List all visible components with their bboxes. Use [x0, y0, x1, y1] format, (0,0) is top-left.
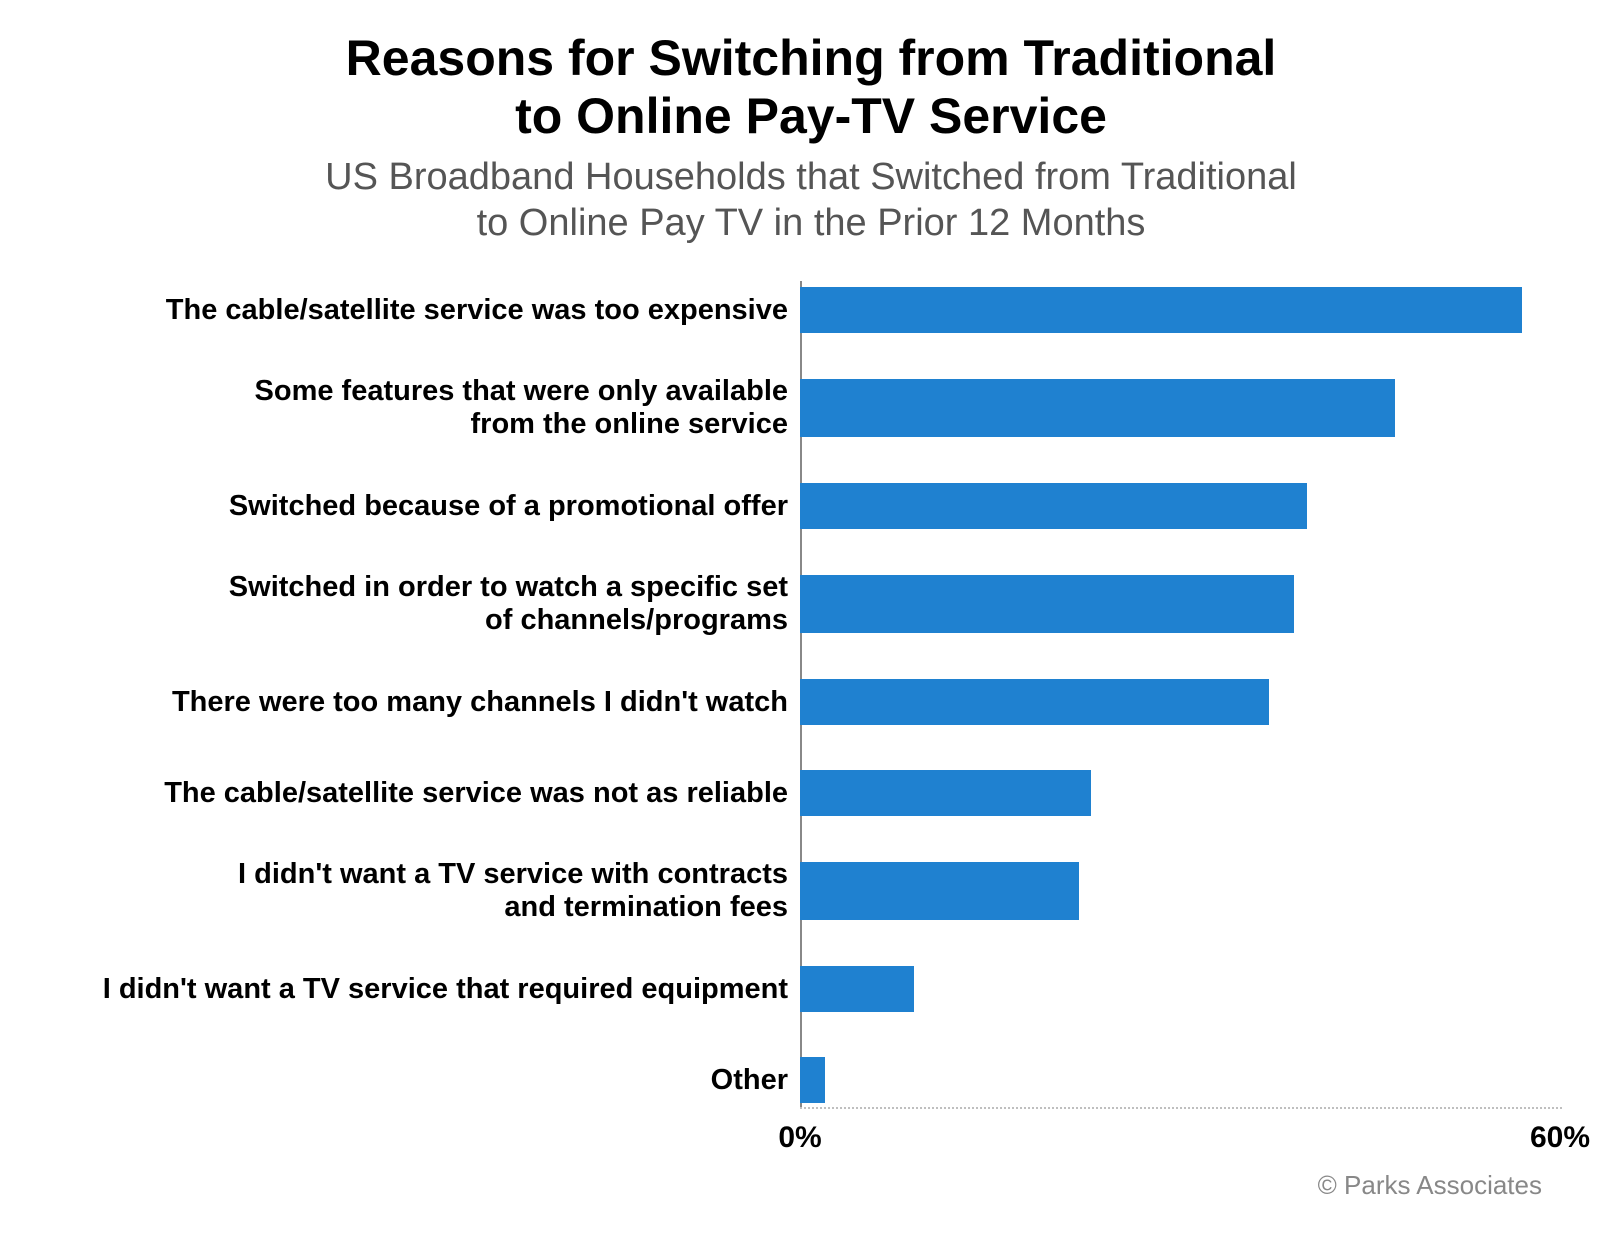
bar-row	[800, 1057, 825, 1103]
bar-row	[800, 679, 1269, 725]
category-label: Switched because of a promotional offer	[60, 477, 800, 535]
category-label-text: Switched because of a promotional offer	[229, 490, 788, 523]
bar-row	[800, 862, 1079, 920]
category-label: Switched in order to watch a specific se…	[60, 568, 800, 640]
category-label-text: Some features that were only availablefr…	[255, 375, 788, 442]
subtitle-line-2: to Online Pay TV in the Prior 12 Months	[477, 202, 1146, 244]
bar	[800, 575, 1294, 633]
title-line-2: to Online Pay-TV Service	[515, 88, 1107, 144]
category-label: Some features that were only availablefr…	[60, 372, 800, 444]
category-label: I didn't want a TV service with contract…	[60, 855, 800, 927]
bar	[800, 770, 1091, 816]
bar	[800, 287, 1522, 333]
bar	[800, 862, 1079, 920]
category-label: Other	[60, 1051, 800, 1109]
category-label-text: Switched in order to watch a specific se…	[229, 571, 788, 638]
bar	[800, 966, 914, 1012]
attribution-text: © Parks Associates	[1318, 1170, 1542, 1201]
category-label-text: I didn't want a TV service that required…	[103, 973, 788, 1006]
category-label: There were too many channels I didn't wa…	[60, 673, 800, 731]
chart-title: Reasons for Switching from Traditional t…	[60, 30, 1562, 145]
category-label-text: There were too many channels I didn't wa…	[172, 686, 788, 719]
category-label-text: The cable/satellite service was too expe…	[166, 294, 788, 327]
bar-row	[800, 575, 1294, 633]
x-tick-label: 60%	[1530, 1121, 1590, 1155]
category-label: The cable/satellite service was not as r…	[60, 764, 800, 822]
bar-row	[800, 483, 1307, 529]
bar-row	[800, 966, 914, 1012]
bar	[800, 1057, 825, 1103]
category-label-text: The cable/satellite service was not as r…	[164, 777, 788, 810]
category-label-text: Other	[711, 1064, 788, 1097]
x-axis-line	[800, 1107, 1562, 1109]
bar-row	[800, 770, 1091, 816]
title-line-1: Reasons for Switching from Traditional	[346, 30, 1277, 86]
bar	[800, 483, 1307, 529]
bar-row	[800, 379, 1395, 437]
subtitle-line-1: US Broadband Households that Switched fr…	[325, 156, 1297, 198]
chart-container: Reasons for Switching from Traditional t…	[0, 0, 1622, 1241]
x-tick-label: 0%	[778, 1121, 821, 1155]
bar	[800, 679, 1269, 725]
category-label: I didn't want a TV service that required…	[60, 960, 800, 1018]
category-label-text: I didn't want a TV service with contract…	[238, 858, 788, 925]
category-labels-column: The cable/satellite service was too expe…	[60, 281, 800, 1109]
plot-area: The cable/satellite service was too expe…	[60, 281, 1562, 1109]
bar	[800, 379, 1395, 437]
category-label: The cable/satellite service was too expe…	[60, 281, 800, 339]
bar-row	[800, 287, 1522, 333]
chart-subtitle: US Broadband Households that Switched fr…	[60, 155, 1562, 246]
bars-column: 0%60%	[800, 281, 1562, 1109]
